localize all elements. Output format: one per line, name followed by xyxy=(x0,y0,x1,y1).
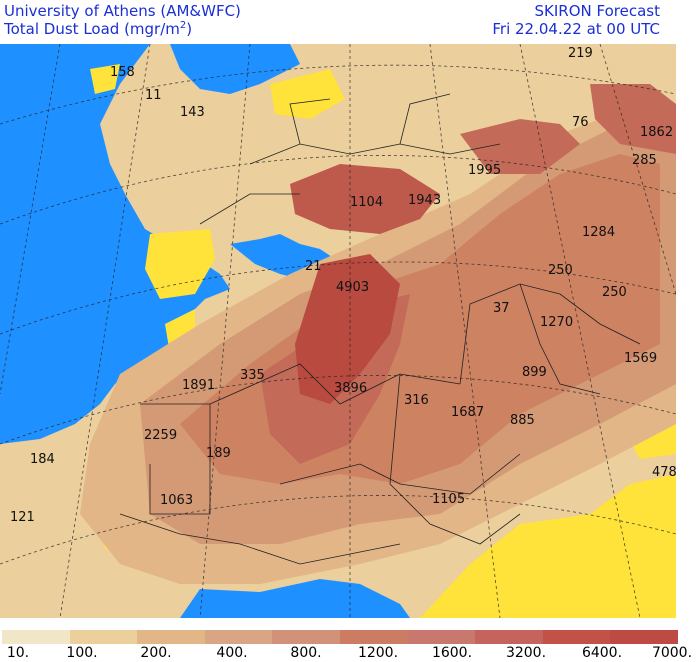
map-value-21: 899 xyxy=(522,365,547,380)
dust-shade-central-asia xyxy=(590,84,676,154)
legend-label-4: 800. xyxy=(290,645,322,661)
legend-swatch-7 xyxy=(475,630,543,644)
legend-swatch-2 xyxy=(137,630,205,644)
map-value-5: 1862 xyxy=(640,125,673,140)
legend-label-1: 100. xyxy=(66,645,98,661)
graticule xyxy=(0,44,676,618)
map-value-16: 1270 xyxy=(540,315,573,330)
map-value-20: 3896 xyxy=(334,381,367,396)
field-label-close: ) xyxy=(186,20,193,38)
map-value-29: 1105 xyxy=(432,492,465,507)
map-value-28: 478 xyxy=(652,465,676,480)
legend-swatch-9 xyxy=(610,630,678,644)
map-value-24: 885 xyxy=(510,413,535,428)
legend-label-0: 10. xyxy=(6,645,30,661)
legend-swatch-1 xyxy=(69,630,138,644)
map-value-18: 1891 xyxy=(182,378,215,393)
legend-label-3: 400. xyxy=(216,645,248,661)
map-value-19: 335 xyxy=(240,368,265,383)
map-value-7: 1995 xyxy=(468,163,501,178)
no-dust-britain xyxy=(90,64,120,94)
institution-title: University of Athens (AM&WFC) xyxy=(4,2,241,20)
legend-labels: 10. 100. 200. 400. 800. 1200. 1600. 3200. 6400. 7… xyxy=(0,645,700,661)
dust-shade-3200 xyxy=(295,254,400,404)
gulf-of-guinea xyxy=(180,579,410,618)
map-value-4: 76 xyxy=(572,115,589,130)
legend-label-9: 7000. xyxy=(651,645,693,661)
map-value-labels: 158 11 143 219 76 1862 285 1995 1104 1943 1284 21 49… xyxy=(10,46,676,525)
map-value-11: 21 xyxy=(305,259,322,274)
map-value-31: 121 xyxy=(10,510,35,525)
legend-label-6: 1600. xyxy=(431,645,473,661)
map-value-0: 158 xyxy=(110,65,135,80)
map-value-14: 250 xyxy=(602,285,627,300)
map-value-13: 250 xyxy=(548,263,573,278)
no-dust-iberia xyxy=(145,229,215,299)
no-dust-scandinavia xyxy=(270,69,345,119)
north-sea xyxy=(170,44,300,94)
map-value-27: 184 xyxy=(30,452,55,467)
map-value-15: 37 xyxy=(493,301,510,316)
map-value-1: 11 xyxy=(145,88,162,103)
map-value-2: 143 xyxy=(180,105,205,120)
map-value-9: 1943 xyxy=(408,193,441,208)
map-value-26: 189 xyxy=(206,446,231,461)
field-label: Total Dust Load (mgr/m xyxy=(4,20,180,38)
legend-colorbar xyxy=(2,630,678,644)
valid-time: Fri 22.04.22 at 00 UTC xyxy=(492,20,660,38)
dust-map: 158 11 143 219 76 1862 285 1995 1104 1943 1284 21 49… xyxy=(0,44,676,618)
field-title: Total Dust Load (mgr/m2) xyxy=(4,20,192,38)
map-value-12: 4903 xyxy=(336,280,369,295)
map-value-6: 285 xyxy=(632,153,657,168)
map-value-17: 1569 xyxy=(624,351,657,366)
no-dust-east-africa xyxy=(420,474,676,618)
legend-label-8: 6400. xyxy=(581,645,623,661)
field-unit-exponent: 2 xyxy=(179,20,187,31)
map-value-25: 2259 xyxy=(144,428,177,443)
legend-label-5: 1200. xyxy=(357,645,399,661)
legend-swatch-3 xyxy=(204,630,273,644)
legend-swatch-4 xyxy=(272,630,340,644)
map-value-3: 219 xyxy=(568,46,593,61)
map-value-23: 1687 xyxy=(451,405,484,420)
map-value-8: 1104 xyxy=(350,195,383,210)
country-borders xyxy=(119,93,641,565)
legend-swatch-6 xyxy=(407,630,476,644)
legend-label-2: 200. xyxy=(140,645,172,661)
legend-swatch-5 xyxy=(339,630,408,644)
map-value-10: 1284 xyxy=(582,225,615,240)
map-value-22: 316 xyxy=(404,393,429,408)
legend-label-7: 3200. xyxy=(505,645,547,661)
legend-swatch-8 xyxy=(542,630,611,644)
map-value-30: 1063 xyxy=(160,493,193,508)
legend-swatch-0 xyxy=(2,630,70,644)
dust-shade-1600 xyxy=(290,164,440,234)
dust-shade-caucasus xyxy=(460,119,580,174)
model-title: SKIRON Forecast xyxy=(534,2,660,20)
